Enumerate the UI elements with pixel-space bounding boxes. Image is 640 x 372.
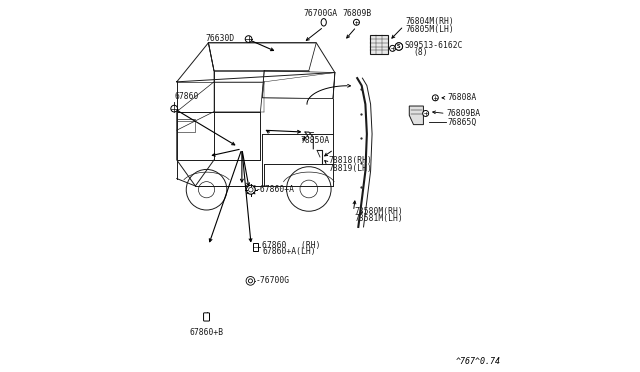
Circle shape bbox=[248, 279, 252, 283]
Circle shape bbox=[198, 182, 214, 198]
Circle shape bbox=[245, 36, 252, 42]
Circle shape bbox=[171, 105, 177, 112]
Text: 78819(LH): 78819(LH) bbox=[328, 164, 372, 173]
Text: 78850A: 78850A bbox=[301, 136, 330, 145]
Text: ^767^0.74: ^767^0.74 bbox=[456, 357, 500, 366]
Polygon shape bbox=[410, 106, 424, 125]
Text: -76700G: -76700G bbox=[255, 276, 290, 285]
Text: 73580M(RH): 73580M(RH) bbox=[354, 207, 403, 216]
Text: 76630D: 76630D bbox=[205, 34, 234, 43]
Circle shape bbox=[246, 185, 255, 194]
FancyBboxPatch shape bbox=[370, 35, 388, 54]
Text: 67860   (RH): 67860 (RH) bbox=[262, 241, 321, 250]
Circle shape bbox=[287, 167, 331, 211]
Text: 76809B: 76809B bbox=[342, 9, 372, 18]
Text: S09513-6162C: S09513-6162C bbox=[404, 41, 463, 50]
Text: (8): (8) bbox=[413, 48, 428, 57]
Text: S: S bbox=[397, 44, 401, 49]
Circle shape bbox=[390, 45, 396, 51]
Circle shape bbox=[246, 276, 255, 285]
Text: 76808A: 76808A bbox=[447, 93, 476, 102]
Text: 76700GA: 76700GA bbox=[303, 9, 337, 18]
Circle shape bbox=[395, 43, 403, 50]
Circle shape bbox=[248, 187, 253, 192]
Text: 76865Q: 76865Q bbox=[447, 118, 476, 126]
Text: 73581M(LH): 73581M(LH) bbox=[354, 214, 403, 223]
FancyBboxPatch shape bbox=[204, 313, 209, 321]
Text: 67860+A(LH): 67860+A(LH) bbox=[262, 247, 316, 256]
Circle shape bbox=[300, 180, 317, 198]
Circle shape bbox=[433, 95, 438, 101]
Circle shape bbox=[186, 169, 227, 210]
Text: 76804M(RH): 76804M(RH) bbox=[406, 17, 454, 26]
Text: S: S bbox=[397, 44, 401, 49]
Ellipse shape bbox=[321, 19, 326, 26]
FancyBboxPatch shape bbox=[253, 243, 259, 251]
Text: 78818(RH): 78818(RH) bbox=[328, 156, 372, 165]
FancyBboxPatch shape bbox=[177, 121, 195, 132]
Text: 76809BA: 76809BA bbox=[447, 109, 481, 118]
Text: -67860+A: -67860+A bbox=[256, 185, 295, 194]
Text: 67860+B: 67860+B bbox=[189, 328, 223, 337]
Circle shape bbox=[395, 43, 403, 50]
Text: 76805M(LH): 76805M(LH) bbox=[406, 25, 454, 33]
Circle shape bbox=[353, 19, 360, 25]
Text: 67860: 67860 bbox=[174, 92, 198, 101]
Circle shape bbox=[422, 110, 429, 116]
